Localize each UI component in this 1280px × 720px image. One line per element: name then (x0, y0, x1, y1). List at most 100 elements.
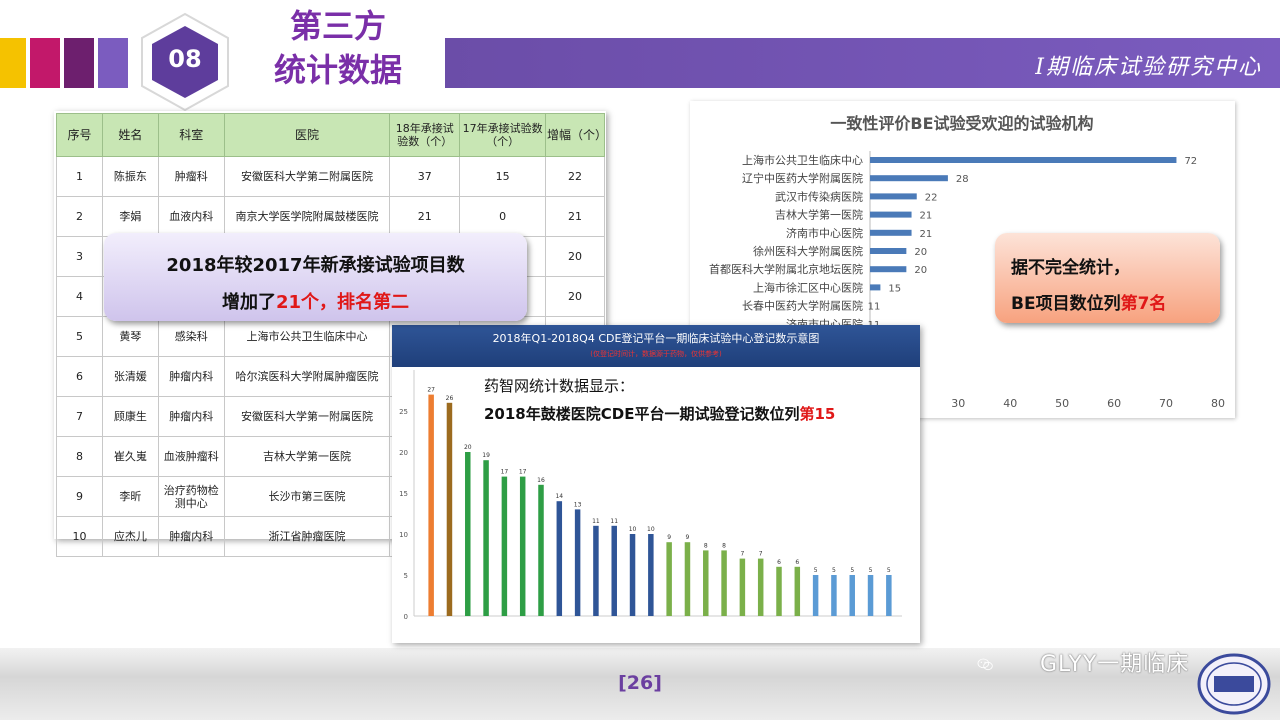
cde-bar (574, 509, 581, 616)
title-line-2: 统计数据 (273, 51, 402, 89)
table-cell: 5 (56, 316, 103, 357)
header-block-plum (64, 38, 94, 88)
table-cell: 肿瘤内科 (157, 396, 225, 437)
table-cell: 李娟 (101, 196, 159, 237)
cde-bar-value: 14 (555, 493, 563, 500)
be-bar-label: 武汉市传染病医院 (775, 189, 863, 203)
table-cell: 安徽医科大学第二附属医院 (223, 156, 391, 197)
be-bar-label: 徐州医科大学附属医院 (753, 244, 863, 258)
cde-bar (703, 550, 709, 616)
table-header-cell: 医院 (223, 113, 391, 157)
be-x-tick: 50 (1055, 397, 1069, 410)
header-block-magenta (30, 38, 60, 88)
table-cell: 2 (56, 196, 103, 237)
table-header-cell: 科室 (157, 113, 225, 157)
page-number: [26] (618, 672, 662, 694)
table-header-cell: 序号 (56, 113, 103, 157)
cde-bar-value: 26 (446, 395, 454, 402)
table-row: 1 陈振东 肿瘤科 安徽医科大学第二附属医院 37 15 22 (56, 156, 605, 197)
be-bar (870, 248, 907, 254)
table-header-cell: 增幅（个） (545, 113, 607, 157)
table-cell: 21 (545, 196, 605, 237)
table-header-cell: 17年承接试验数（个） (459, 113, 547, 157)
table-cell: 黄琴 (101, 316, 159, 357)
table-cell: 3 (56, 236, 103, 277)
cde-bar-value: 6 (777, 559, 781, 566)
table-cell: 8 (56, 436, 103, 477)
cde-bar-value: 17 (519, 469, 527, 476)
callout-be-line-1: 据不完全统计， (1011, 258, 1130, 278)
footer-band (0, 648, 1280, 720)
cde-note-line-2: 2018年鼓楼医院CDE平台一期试验登记数位列第15 (484, 403, 835, 424)
be-x-tick: 60 (1107, 397, 1121, 410)
be-x-tick: 40 (1003, 397, 1017, 410)
table-cell: 陈振东 (101, 156, 159, 197)
cde-bar (757, 558, 764, 616)
cde-bar-value: 5 (814, 567, 818, 574)
callout-be-prefix: BE项目数位列 (1011, 294, 1121, 314)
cde-bar (483, 460, 489, 616)
header-bar (445, 38, 1280, 88)
cde-bar-value: 20 (464, 444, 472, 451)
cde-bar-value: 19 (482, 452, 490, 459)
cde-bar (721, 550, 727, 616)
cde-bar (867, 575, 874, 616)
cde-bar-value: 8 (722, 542, 726, 549)
callout-increase-prefix: 增加了 (221, 292, 276, 313)
table-cell: 6 (56, 356, 103, 397)
table-cell: 安徽医科大学第一附属医院 (223, 396, 391, 437)
be-bar (870, 229, 912, 236)
callout-increase-line-1: 2018年较2017年新承接试验项目数 (166, 255, 465, 276)
cde-bar-value: 9 (686, 534, 690, 541)
be-bar (870, 193, 917, 200)
cde-bar-value: 9 (667, 534, 671, 541)
cde-chart-subtitle: (仅登记时间计，数据源于药物，仅供参考) (590, 350, 722, 358)
table-cell: 肿瘤内科 (157, 516, 225, 557)
be-bar-label: 吉林大学第一医院 (775, 208, 863, 222)
table-cell: 9 (56, 476, 103, 517)
cde-bar-value: 27 (427, 387, 435, 394)
be-bar-value: 72 (1184, 156, 1197, 167)
cde-bar-value: 5 (832, 567, 836, 574)
be-bar-value: 22 (925, 192, 938, 203)
cde-bar-value: 11 (610, 518, 618, 525)
cde-bar (648, 534, 654, 616)
cde-chart-panel: 2018年Q1-2018Q4 CDE登记平台一期临床试验中心登记数示意图 (仅登… (392, 325, 920, 643)
be-bar-value: 21 (920, 229, 933, 240)
slide-title: 第三方 统计数据 (248, 4, 428, 92)
be-bar (870, 266, 907, 273)
callout-increase-line-2: 增加了21个，排名第二 (104, 288, 527, 314)
cde-bar-value: 13 (574, 501, 582, 508)
cde-bar (776, 566, 782, 616)
table-cell: 浙江省肿瘤医院 (223, 516, 391, 557)
cde-note-line-1: 药智网统计数据显示： (484, 377, 635, 395)
cde-bar (428, 394, 434, 616)
table-cell: 21 (389, 196, 461, 237)
table-cell: 10 (56, 516, 103, 557)
callout-be-rank: 据不完全统计， BE项目数位列第7名 (995, 233, 1220, 323)
cde-y-tick: 0 (404, 613, 408, 621)
cde-bar-value: 5 (869, 567, 873, 574)
table-cell: 南京大学医学院附属鼓楼医院 (223, 196, 391, 237)
table-header-cell: 18年承接试验数（个） (389, 113, 461, 157)
table-cell: 治疗药物检测中心 (157, 476, 225, 517)
cde-note-prefix: 2018年鼓楼医院CDE平台一期试验登记数位列 (484, 405, 800, 423)
cde-bar-value: 8 (704, 542, 708, 549)
be-bar-label: 上海市公共卫生临床中心 (742, 153, 863, 167)
table-cell: 上海市公共卫生临床中心 (223, 316, 391, 357)
cde-y-tick: 5 (404, 572, 408, 580)
cde-bar-value: 5 (850, 567, 854, 574)
table-cell: 20 (545, 276, 605, 317)
table-cell: 哈尔滨医科大学附属肿瘤医院 (223, 356, 391, 397)
cde-y-tick: 10 (399, 531, 408, 539)
table-cell: 李昕 (101, 476, 159, 517)
cde-note-highlight: 第15 (799, 405, 836, 423)
cde-bar (629, 534, 636, 616)
table-cell: 张清媛 (101, 356, 159, 397)
be-bar-value: 20 (914, 265, 927, 276)
watermark-text: GLYY一期临床 (1040, 652, 1190, 677)
section-hexagon (141, 12, 229, 112)
cde-bar (812, 575, 819, 616)
cde-bar (611, 525, 617, 616)
cde-bar (886, 575, 892, 616)
